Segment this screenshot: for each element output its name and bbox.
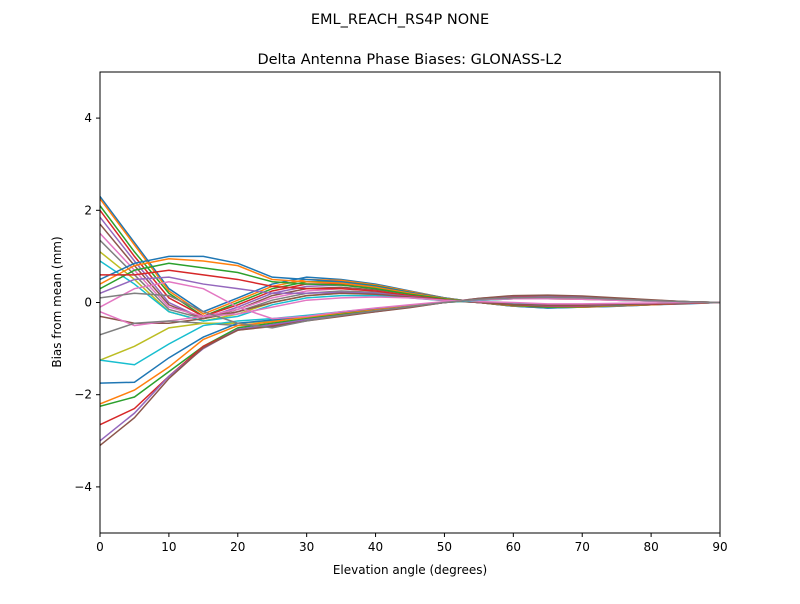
series-line-16 [100,292,720,324]
x-tick-label: 10 [161,540,176,554]
x-tick-label: 70 [575,540,590,554]
x-tick-label: 40 [368,540,383,554]
series-line-27 [100,280,720,320]
x-tick-label: 60 [506,540,521,554]
x-tick-label: 30 [299,540,314,554]
x-tick-label: 20 [230,540,245,554]
plot-frame [99,71,721,534]
x-tick-label: 80 [643,540,658,554]
y-tick-label: −2 [74,388,92,402]
y-tick-label: 4 [84,111,92,125]
y-axis-label: Bias from mean (mm) [50,236,64,367]
x-tick-label: 90 [712,540,727,554]
series-line-17 [100,296,720,327]
chart-title: Delta Antenna Phase Biases: GLONASS-L2 [257,52,562,68]
x-axis-label: Elevation angle (degrees) [333,563,487,577]
series-line-26 [100,294,720,446]
x-tick-label: 0 [96,540,104,554]
y-tick-label: 2 [84,203,92,217]
y-tick-label: −4 [74,480,92,494]
suptitle: EML_REACH_RS4P NONE [311,12,489,28]
series-line-28 [100,292,720,329]
ticks-group: 0 10 20 30 40 50 60 70 80 90 −4 −2 0 2 4 [74,111,727,554]
x-tick-label: 50 [437,540,452,554]
y-tick-label: 0 [84,296,92,310]
series-group [100,196,720,446]
